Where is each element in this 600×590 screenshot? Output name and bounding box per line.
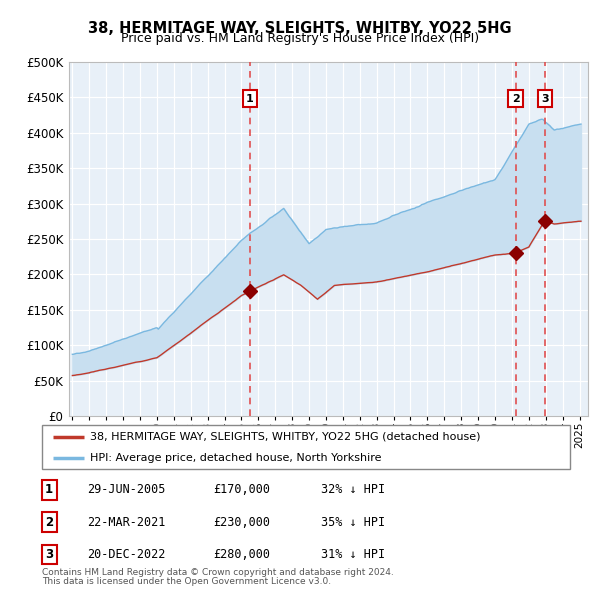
Text: 2: 2 xyxy=(45,516,53,529)
Text: 20-DEC-2022: 20-DEC-2022 xyxy=(87,548,166,561)
Text: 32% ↓ HPI: 32% ↓ HPI xyxy=(321,483,385,496)
Text: HPI: Average price, detached house, North Yorkshire: HPI: Average price, detached house, Nort… xyxy=(89,453,381,463)
Text: £230,000: £230,000 xyxy=(213,516,270,529)
Text: 38, HERMITAGE WAY, SLEIGHTS, WHITBY, YO22 5HG (detached house): 38, HERMITAGE WAY, SLEIGHTS, WHITBY, YO2… xyxy=(89,432,480,442)
FancyBboxPatch shape xyxy=(42,425,570,469)
Text: 3: 3 xyxy=(45,548,53,561)
Text: £280,000: £280,000 xyxy=(213,548,270,561)
Text: This data is licensed under the Open Government Licence v3.0.: This data is licensed under the Open Gov… xyxy=(42,578,331,586)
Text: 1: 1 xyxy=(246,94,254,104)
Text: 3: 3 xyxy=(541,94,549,104)
Text: 38, HERMITAGE WAY, SLEIGHTS, WHITBY, YO22 5HG: 38, HERMITAGE WAY, SLEIGHTS, WHITBY, YO2… xyxy=(88,21,512,35)
Text: Price paid vs. HM Land Registry's House Price Index (HPI): Price paid vs. HM Land Registry's House … xyxy=(121,32,479,45)
Text: 1: 1 xyxy=(45,483,53,496)
Text: £170,000: £170,000 xyxy=(213,483,270,496)
Text: 29-JUN-2005: 29-JUN-2005 xyxy=(87,483,166,496)
Text: Contains HM Land Registry data © Crown copyright and database right 2024.: Contains HM Land Registry data © Crown c… xyxy=(42,568,394,577)
Text: 31% ↓ HPI: 31% ↓ HPI xyxy=(321,548,385,561)
Text: 22-MAR-2021: 22-MAR-2021 xyxy=(87,516,166,529)
Text: 35% ↓ HPI: 35% ↓ HPI xyxy=(321,516,385,529)
Text: 2: 2 xyxy=(512,94,520,104)
